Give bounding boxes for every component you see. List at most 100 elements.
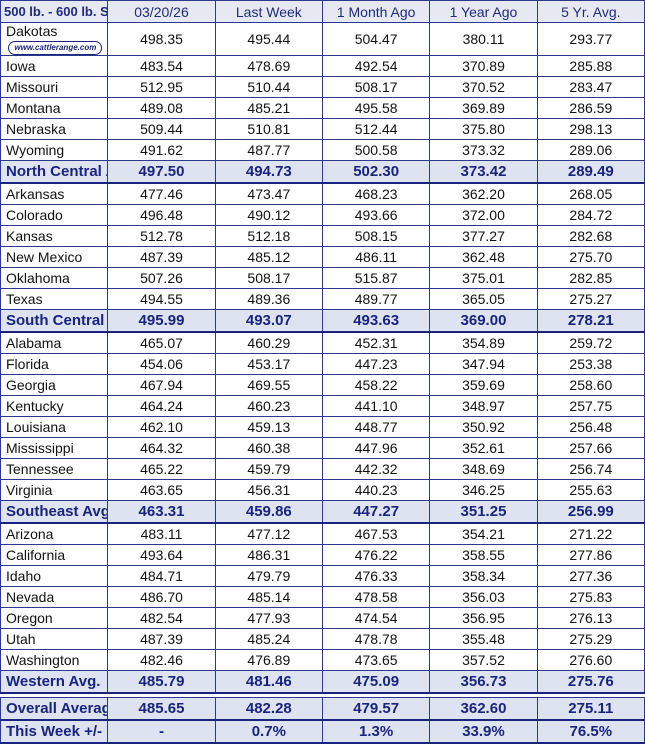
value-cell: 373.42 [429,160,538,184]
cell-text: 298.13 [569,121,613,137]
value-cell: 357.52 [429,649,538,671]
cell-text: 285.88 [569,58,613,74]
value-cell: 375.80 [429,118,538,140]
value-cell: 282.68 [536,225,645,247]
value-cell: 285.88 [536,55,645,77]
cell-text: 348.97 [462,398,505,414]
cell-text: 452.31 [354,335,398,351]
cell-text: 485.14 [247,589,291,605]
cell-text: 362.48 [462,249,505,265]
value-cell: 493.66 [321,204,431,226]
row-label: Washington [6,652,80,668]
value-cell: 504.47 [321,22,431,56]
label-cell: Oklahoma [0,267,109,289]
cell-text: 369.89 [462,100,505,116]
value-cell: 463.31 [107,500,216,524]
table-row: Tennessee 465.22 459.79 442.32 348.69 256.74 [0,458,645,480]
value-cell: 485.24 [214,628,323,650]
value-cell: 464.32 [107,437,216,459]
cell-text: 484.71 [140,568,183,584]
cell-text: 491.62 [140,142,183,158]
value-cell: 277.86 [536,544,645,566]
value-cell: 268.05 [536,182,645,205]
cell-text: 447.27 [353,503,400,520]
cell-text: 483.11 [140,526,183,542]
cell-text: 258.60 [569,377,613,393]
table-row: Colorado 496.48 490.12 493.66 372.00 284.72 [0,204,645,226]
cell-text: 478.58 [354,589,398,605]
cell-text: 473.65 [354,652,398,668]
table-row: Kentucky 464.24 460.23 441.10 348.97 257.75 [0,395,645,417]
value-cell: 507.26 [107,267,216,289]
row-label: Nebraska [6,121,66,137]
row-label: Nevada [6,589,55,605]
value-cell: 465.22 [107,458,216,480]
value-cell: 495.99 [107,309,216,333]
cell-text: 380.11 [462,31,505,47]
value-cell: 515.87 [321,267,431,289]
value-cell: 489.77 [321,288,431,310]
label-cell: Tennessee [0,458,109,480]
value-cell: 460.29 [214,331,323,354]
cell-text: 493.64 [140,547,183,563]
value-cell: 373.32 [429,139,538,161]
value-cell: 473.47 [214,182,323,205]
cell-text: 440.23 [354,482,398,498]
value-cell: 477.46 [107,182,216,205]
cell-text: 256.74 [569,461,613,477]
row-label: Wyoming [6,142,65,158]
row-label: Florida [6,356,49,372]
value-cell: 452.31 [321,331,431,354]
table-row: Alabama 465.07 460.29 452.31 354.89 259.72 [0,331,645,354]
value-cell: 0.7% [214,719,323,744]
cell-text: - [158,723,164,740]
value-cell: 494.55 [107,288,216,310]
value-cell: 495.44 [214,22,323,56]
label-cell: New Mexico [0,246,109,268]
value-cell: 473.65 [321,649,431,671]
cell-text: 489.36 [247,291,291,307]
value-cell: 486.11 [321,246,431,268]
cell-text: 486.70 [140,589,183,605]
value-cell: 380.11 [429,22,538,56]
value-cell: 485.14 [214,586,323,608]
row-label: Georgia [6,377,56,393]
label-cell: Oregon [0,607,109,629]
label-cell: Arizona [0,522,109,545]
row-label: Idaho [6,568,42,584]
cell-text: 467.53 [354,526,398,542]
cell-text: 293.77 [569,31,613,47]
table-row: Missouri 512.95 510.44 508.17 370.52 283.47 [0,76,645,98]
value-cell: 275.83 [536,586,645,608]
cell-text: 487.39 [140,631,183,647]
cell-text: 483.54 [140,58,183,74]
value-cell: 464.24 [107,395,216,417]
row-label: Kentucky [6,398,64,414]
label-cell: Colorado [0,204,109,226]
cell-text: 275.76 [567,673,614,690]
label-cell: Arkansas [0,182,109,205]
table-row: 500 lb. - 600 lb. Steers 03/20/26 Last Wee… [0,0,645,23]
table-row: This Week +/- - 0.7% 1.3% 33.9% 76.5% [0,719,645,744]
table-row: Nevada 486.70 485.14 478.58 356.03 275.83 [0,586,645,608]
table-row: New Mexico 487.39 485.12 486.11 362.48 275.70 [0,246,645,268]
value-cell: 276.60 [536,649,645,671]
value-cell: 282.85 [536,267,645,289]
cell-text: 482.28 [245,700,292,717]
value-cell: 348.69 [429,458,538,480]
value-cell: 482.54 [107,607,216,629]
table-row: Mississippi 464.32 460.38 447.96 352.61 257.6… [0,437,645,459]
value-cell: 356.03 [429,586,538,608]
cell-text: 475.09 [353,673,400,690]
label-cell: 500 lb. - 600 lb. Steers [0,0,109,23]
cell-text: 275.29 [569,631,613,647]
cell-text: 456.31 [247,482,291,498]
cell-text: 454.06 [140,356,183,372]
row-label: Arkansas [6,186,65,202]
value-cell: 346.25 [429,479,538,501]
value-cell: 486.70 [107,586,216,608]
value-cell: 276.13 [536,607,645,629]
cell-text: 356.03 [462,589,505,605]
table-row: Wyoming 491.62 487.77 500.58 373.32 289.06 [0,139,645,161]
value-cell: 508.17 [321,76,431,98]
